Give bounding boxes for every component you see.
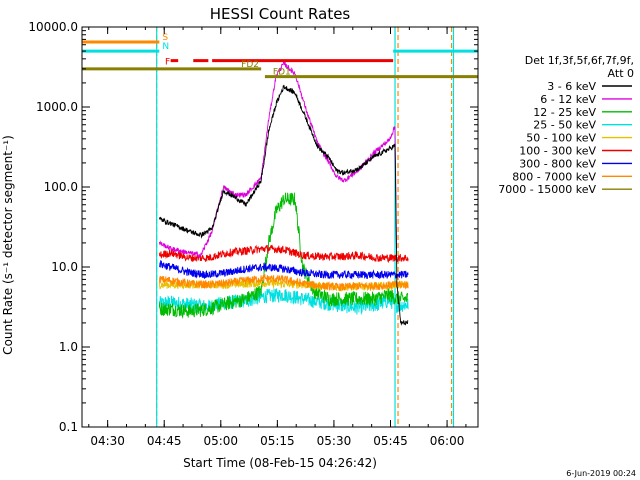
legend-label: 50 - 100 keV: [526, 132, 596, 145]
legend-label: 300 - 800 keV: [519, 157, 596, 170]
x-axis-label: Start Time (08-Feb-15 04:26:42): [183, 456, 377, 470]
series-line-12-25keV: [158, 192, 409, 319]
series-line-3-6keV: [158, 84, 409, 326]
y-tick-label: 0.1: [59, 420, 78, 434]
x-tick-label: 06:00: [430, 434, 465, 448]
y-tick-label: 10000.0: [28, 20, 78, 34]
y-tick-label: 1.0: [59, 340, 78, 354]
x-tick-label: 05:45: [373, 434, 408, 448]
flag-label-FD1: FD1: [273, 68, 291, 78]
series-line-6-12keV: [158, 60, 398, 258]
legend: Det 1f,3f,5f,6f,7f,9f, Att 0 3 - 6 keV6 …: [498, 54, 634, 196]
x-tick-label: 05:00: [203, 434, 238, 448]
x-tick-label: 04:30: [90, 434, 125, 448]
series-line-800-7000keV: [158, 273, 409, 292]
x-tick-label: 05:15: [260, 434, 295, 448]
legend-title: Det 1f,3f,5f,6f,7f,9f,: [525, 54, 634, 67]
legend-label: 6 - 12 keV: [540, 93, 596, 106]
y-tick-label: 100.0: [44, 180, 78, 194]
y-axis-label: Count Rate (s⁻¹ detector segment⁻¹): [1, 135, 15, 355]
legend-label: 7000 - 15000 keV: [498, 183, 596, 196]
flag-label-N: N: [162, 42, 169, 52]
flag-label-S: S: [162, 33, 168, 43]
flag-label-FD2: FD2: [241, 60, 259, 70]
legend-label: 25 - 50 keV: [533, 119, 596, 132]
y-tick-label: 1000.0: [36, 100, 78, 114]
series-line-300-800keV: [158, 260, 409, 280]
chart-title: HESSI Count Rates: [210, 5, 351, 23]
flag-label-F: F: [165, 58, 170, 68]
y-tick-label: 10.0: [51, 260, 78, 274]
footer-date: 6-Jun-2019 00:24: [566, 469, 636, 478]
legend-label: 800 - 7000 keV: [512, 170, 596, 183]
plot-area: SNF FD2 FD1: [82, 27, 478, 427]
x-tick-label: 05:30: [317, 434, 352, 448]
axes: 04:30 04:45 05:00 05:15 05:30 05:45 06:00 0.1 1.…: [28, 20, 479, 448]
legend-label: 12 - 25 keV: [533, 106, 596, 119]
legend-subtitle: Att 0: [608, 67, 634, 80]
legend-label: 3 - 6 keV: [547, 80, 596, 93]
plot-frame: [81, 26, 479, 428]
x-tick-label: 04:45: [147, 434, 182, 448]
legend-label: 100 - 300 keV: [519, 145, 596, 158]
